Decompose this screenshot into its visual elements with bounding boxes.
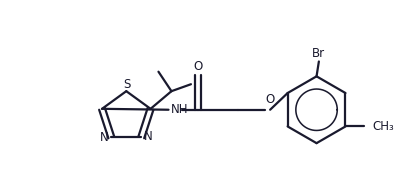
Text: N: N	[100, 131, 108, 144]
Text: N: N	[144, 130, 153, 143]
Text: S: S	[123, 78, 130, 91]
Text: Br: Br	[312, 47, 325, 60]
Text: CH₃: CH₃	[372, 120, 394, 133]
Text: O: O	[266, 93, 275, 106]
Text: NH: NH	[171, 103, 188, 116]
Text: O: O	[193, 60, 203, 73]
